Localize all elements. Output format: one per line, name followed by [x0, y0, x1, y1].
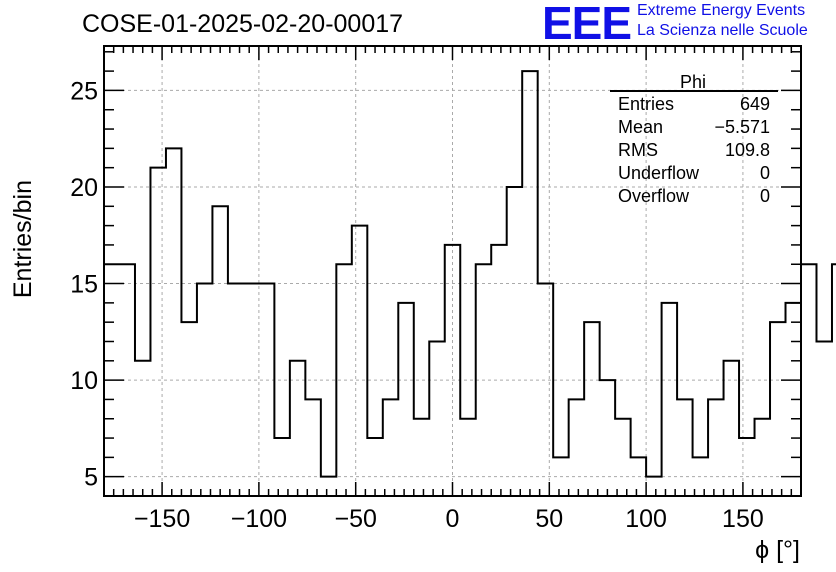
stats-row-value: 649	[740, 94, 770, 114]
x-tick-label: 100	[625, 505, 667, 533]
chart-title: COSE-01-2025-02-20-00017	[82, 10, 404, 38]
grid-lines	[104, 46, 801, 496]
y-tick-label: 25	[70, 77, 98, 105]
stats-title: Phi	[680, 72, 706, 92]
logo-subtitle-line2: La Scienza nelle Scuole	[637, 22, 808, 39]
y-tick-label: 10	[70, 367, 98, 395]
x-tick-label: −150	[134, 505, 190, 533]
histogram-line	[104, 70, 836, 478]
y-axis-label: Entries/bin	[9, 180, 37, 298]
y-tick-label: 20	[70, 174, 98, 202]
stats-row-label: Mean	[618, 117, 663, 137]
stats-row-label: Overflow	[618, 186, 690, 206]
logo-subtitle-line1: Extreme Energy Events	[637, 2, 806, 19]
y-tick-label: 5	[84, 464, 98, 492]
x-axis-label: ϕ [°]	[755, 536, 800, 564]
stats-row-value: 0	[760, 163, 770, 183]
x-tick-label: −100	[231, 505, 287, 533]
eee-logo: EEE	[542, 0, 632, 49]
x-tick-label: 150	[722, 505, 764, 533]
stats-row-label: RMS	[618, 140, 658, 160]
stats-row-label: Underflow	[618, 163, 700, 183]
stats-row-value: 0	[760, 186, 770, 206]
stats-box: Phi Entries 649 Mean −5.571 RMS 109.8 Underflo…	[610, 72, 778, 206]
axis-ticks	[104, 46, 802, 497]
y-tick-label: 15	[70, 271, 98, 299]
x-tick-label: 50	[535, 505, 563, 533]
x-tick-label: 0	[446, 505, 460, 533]
tick-labels: −150 −100 −50 0 50 100 150 5 10 15 20 25	[70, 77, 764, 533]
stats-row-label: Entries	[618, 94, 674, 114]
x-tick-label: −50	[334, 505, 376, 533]
stats-row-value: −5.571	[714, 117, 770, 137]
stats-row-value: 109.8	[725, 140, 770, 160]
